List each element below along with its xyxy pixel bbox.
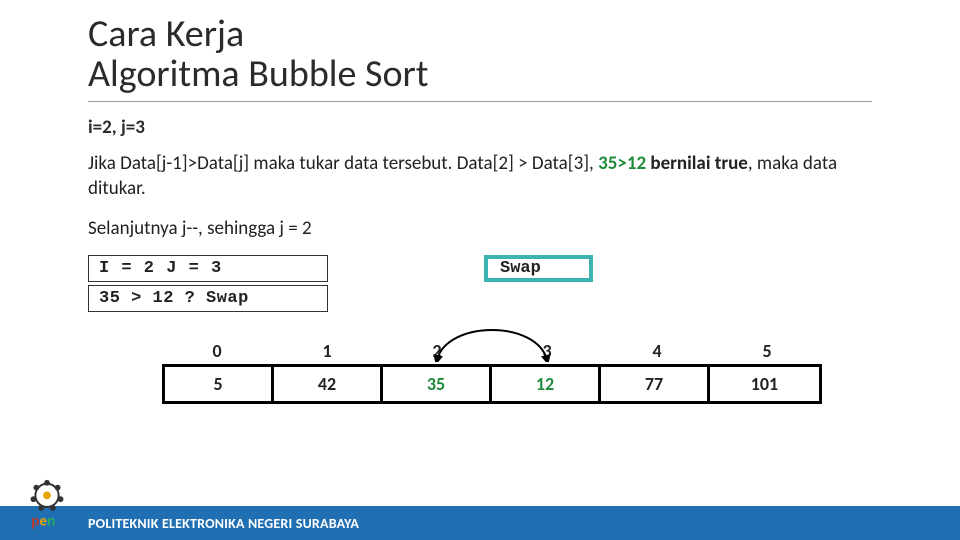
array-cell: 101 (710, 367, 819, 401)
para1-bold: bernilai true (650, 152, 748, 175)
array-cell: 12 (492, 367, 601, 401)
title-divider (88, 101, 872, 102)
array-diagram: 0 1 2 3 4 5 5 42 35 12 77 101 (162, 340, 872, 404)
state-text: i=2, j=3 (88, 116, 872, 139)
swap-arc (162, 312, 822, 362)
array-cell: 77 (601, 367, 710, 401)
array-cell: 5 (165, 367, 274, 401)
array-cell: 42 (274, 367, 383, 401)
paragraph-1: Jika Data[j-1]>Data[j] maka tukar data t… (88, 151, 872, 202)
title-line-1: Cara Kerja (88, 11, 244, 57)
svg-text:pens: pens (31, 513, 63, 528)
question-box: 35 > 12 ? Swap (88, 285, 328, 312)
title-line-2: Algoritma Bubble Sort (88, 51, 428, 97)
para1-a: Jika Data[j-1]>Data[j] maka tukar data t… (88, 152, 598, 175)
para1-highlight: 35>12 (598, 152, 646, 175)
pens-logo: pens (18, 476, 76, 534)
array-cell: 35 (383, 367, 492, 401)
swap-box: Swap (484, 255, 593, 282)
value-row: 5 42 35 12 77 101 (162, 364, 822, 404)
ij-box: I = 2 J = 3 (88, 255, 328, 282)
paragraph-2: Selanjutnya j--, sehingga j = 2 (88, 216, 872, 242)
footer-text: POLITEKNIK ELEKTRONIKA NEGERI SURABAYA (88, 515, 359, 532)
